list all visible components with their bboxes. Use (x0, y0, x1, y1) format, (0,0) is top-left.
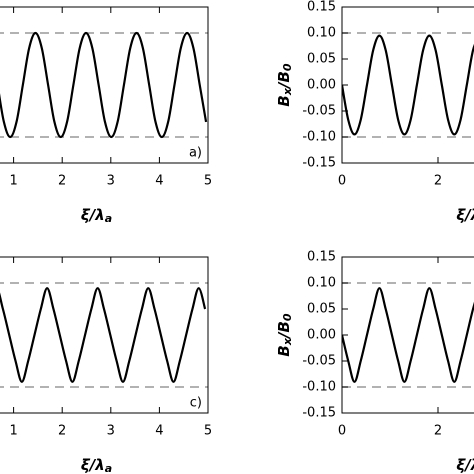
panel: 1 2 3 4 5 ξ/λa c) (0, 256, 212, 474)
y-tick-label: -0.10 (302, 380, 336, 395)
data-line (0, 287, 207, 383)
y-axis-label: Bx/B0 (275, 313, 295, 356)
x-tick-label: 2 (434, 174, 442, 189)
y-axis-label-main: B (275, 345, 293, 356)
panel-label: c) (190, 396, 202, 411)
y-axis-label-sub: 0 (281, 313, 294, 321)
frame (341, 256, 474, 414)
x-axis-label-main: ξ/λ (456, 206, 474, 224)
y-axis-label-sub: x (281, 337, 294, 346)
x-tick-label: 0 (338, 174, 346, 189)
data-line (342, 34, 474, 136)
y-tick-label: 0.10 (307, 276, 336, 291)
panel: 1 2 3 4 5 ξ/λa a) (0, 6, 212, 226)
x-tick-label: 2 (58, 174, 66, 189)
x-tick-label: 5 (204, 174, 212, 189)
frame (341, 6, 474, 164)
x-tick-label: 2 (434, 424, 442, 439)
frame (0, 256, 209, 414)
y-axis-label-main: /B (275, 321, 293, 340)
x-tick-label: 0 (338, 424, 346, 439)
x-tick-label: 5 (204, 424, 212, 439)
panel: 0 2 0.15 0.10 0.05 0.00 -0.05 -0.10 -0.15 ξ/λa Bx/… (275, 0, 474, 226)
panel: 0 2 0.15 0.10 0.05 0.00 -0.05 -0.10 -0.15 ξ/λa Bx/… (275, 250, 474, 474)
x-axis-label: ξ/λa (81, 206, 112, 226)
x-tick-label: 1 (9, 174, 17, 189)
y-tick-label: -0.15 (302, 406, 336, 421)
y-tick-label: 0.00 (307, 78, 336, 93)
data-line (0, 31, 208, 139)
x-axis-label-main: ξ/λ (81, 206, 105, 224)
y-axis-label-main: /B (275, 71, 293, 90)
y-tick-label: -0.05 (302, 104, 336, 119)
x-axis-label-sub: a (105, 462, 112, 474)
y-axis-label: Bx/B0 (275, 63, 295, 106)
data-line (342, 287, 474, 383)
x-tick-label: 1 (9, 424, 17, 439)
y-tick-label: 0.15 (307, 250, 336, 265)
x-axis-label-sub: a (105, 212, 112, 225)
x-axis-label: ξ/λa (81, 456, 112, 474)
x-tick-label: 3 (107, 174, 115, 189)
y-axis-label-sub: x (281, 87, 294, 96)
y-axis-label-sub: 0 (281, 63, 294, 71)
x-tick-label: 2 (58, 424, 66, 439)
x-axis-label: ξ/λa (456, 456, 474, 474)
y-tick-label: 0.15 (307, 0, 336, 15)
y-tick-label: 0.10 (307, 26, 336, 41)
panel-label: a) (189, 146, 202, 161)
y-tick-label: 0.00 (307, 328, 336, 343)
x-tick-label: 3 (107, 424, 115, 439)
y-axis-label-main: B (275, 95, 293, 106)
y-tick-label: -0.15 (302, 156, 336, 171)
frame (0, 6, 209, 164)
y-tick-label: 0.05 (307, 302, 336, 317)
y-tick-label: 0.05 (307, 52, 336, 67)
x-axis-label: ξ/λa (456, 206, 474, 226)
y-tick-label: -0.10 (302, 130, 336, 145)
x-tick-label: 4 (155, 174, 163, 189)
x-axis-label-main: ξ/λ (81, 456, 105, 474)
y-tick-label: -0.05 (302, 354, 336, 369)
x-axis-label-main: ξ/λ (456, 456, 474, 474)
x-tick-label: 4 (155, 424, 163, 439)
